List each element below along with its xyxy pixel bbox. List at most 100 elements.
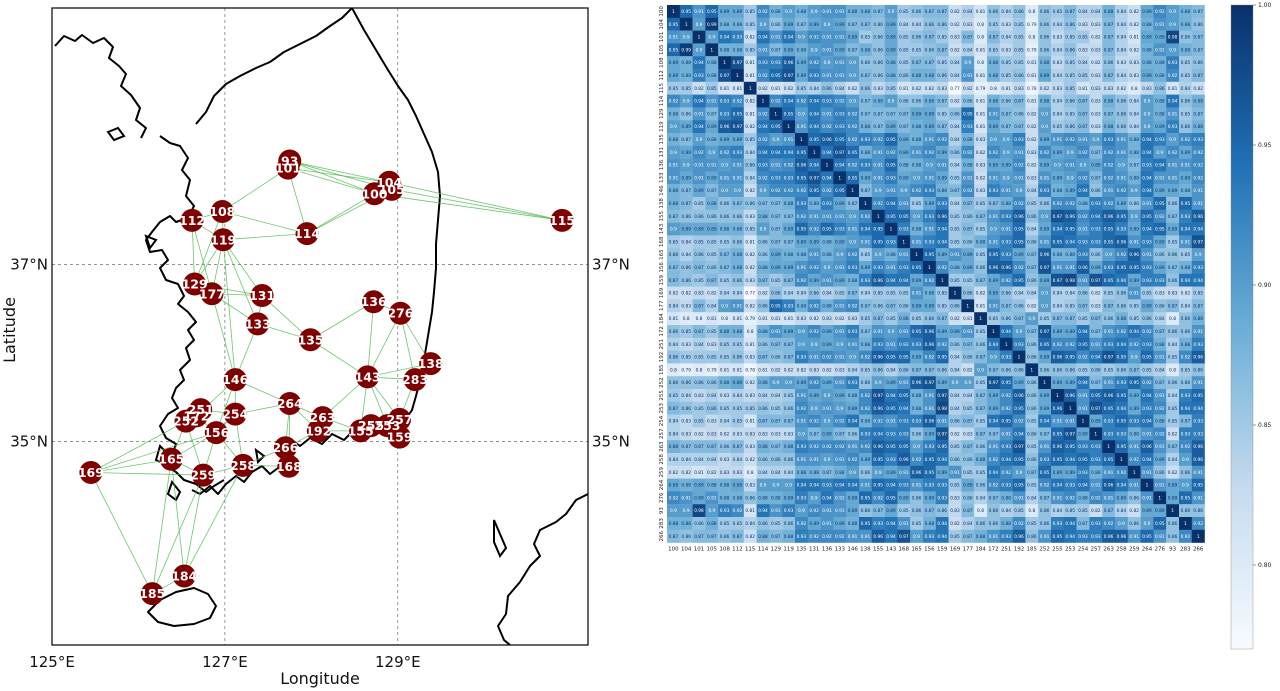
heatmap-cell-label: 0.95 [1117,265,1127,271]
heatmap-cell-label: 0.84 [963,521,973,527]
heatmap-cell-label: 0.98 [1168,35,1178,41]
heatmap-cell-label: 0.91 [1168,175,1178,181]
heatmap-cell-label: 0.86 [1065,47,1075,53]
heatmap-cell-label: 0.87 [809,431,819,437]
heatmap-row-label: 252 [659,377,665,388]
heatmap-cell-label: 0.95 [733,111,743,117]
heatmap-cell-label: 0.91 [1129,444,1139,450]
heatmap-cell-label: 0.93 [1104,431,1114,437]
heatmap-cell-label: 0.81 [707,316,717,322]
heatmap-cell-label: 0.96 [1040,252,1050,258]
heatmap-cell-label: 0.93 [886,457,896,463]
heatmap-cell-label: 0.84 [681,457,691,463]
heatmap-cell [743,43,757,57]
heatmap-cell-label: 0.84 [822,291,832,297]
heatmap-cell-label: 0.9 [721,303,728,309]
heatmap-cell-label: 0.87 [1001,124,1011,130]
heatmap-cell-label: 0.81 [720,367,730,373]
heatmap-cell-label: 0.86 [989,521,999,527]
heatmap-cell-label: 0.96 [1193,355,1203,361]
heatmap-cell-label: 0.87 [694,444,704,450]
heatmap-cell-label: 0.9 [683,99,690,105]
heatmap-row-label: 146 [659,185,665,196]
heatmap-cell-label: 0.95 [1142,214,1152,220]
heatmap-cell [782,120,796,134]
heatmap-cell-label: 0.87 [963,534,973,540]
heatmap-cell-label: 0.82 [745,265,755,271]
heatmap-cell-label: 0.92 [848,163,858,169]
heatmap-cell-label: 0.93 [912,342,922,348]
heatmap-cell-label: 0.86 [1040,35,1050,41]
heatmap-cell-label: 0.92 [809,35,819,41]
station-label: 138 [418,356,444,371]
heatmap-cell-label: 0.82 [745,99,755,105]
heatmap-cell-label: 0.94 [1193,278,1203,284]
heatmap-cell-label: 0.92 [1117,188,1127,194]
heatmap-cell-label: 0.84 [1065,291,1075,297]
heatmap-cell-label: 0.86 [1027,278,1037,284]
heatmap-cell [923,81,936,95]
heatmap-cell-label: 1 [1171,508,1174,514]
station-label: 169 [78,465,104,480]
heatmap-cell-label: 0.93 [1181,431,1191,437]
heatmap-cell [910,43,924,57]
heatmap-cell-label: 0.84 [848,367,858,373]
heatmap-cell-label: 0.91 [848,444,858,450]
heatmap-cell-label: 0.95 [1181,495,1191,501]
heatmap-cell-label: 0.85 [912,47,922,53]
heatmap-cell-label: 0.84 [707,303,717,309]
heatmap-cell-label: 0.94 [720,35,730,41]
heatmap-cell-label: 0.86 [720,201,730,207]
heatmap-cell-label: 0.92 [861,393,871,399]
heatmap-cell-label: 0.92 [1065,201,1075,207]
heatmap-cell-label: 0.93 [1091,239,1101,245]
heatmap-col-label: 257 [1091,547,1102,553]
heatmap-col-label: 101 [694,547,705,553]
heatmap-cell-label: 0.92 [771,99,781,105]
station-node [246,312,270,336]
heatmap-cell-label: 0.96 [1104,393,1114,399]
heatmap-cell-label: 0.93 [848,329,858,335]
heatmap-cell-label: 0.86 [873,22,883,28]
heatmap-cell-label: 0.95 [1014,406,1024,412]
heatmap-cell-label: 0.97 [1014,444,1024,450]
heatmap-cell-label: 0.81 [745,508,755,514]
heatmap-cell-label: 0.85 [1065,86,1075,92]
heatmap-cell [1025,94,1039,108]
heatmap-cell-label: 0.85 [707,355,717,361]
heatmap-cell [679,120,693,134]
heatmap-cell-label: 0.91 [1104,188,1114,194]
heatmap-cell [1051,5,1064,18]
heatmap-cell-label: 0.79 [1027,22,1037,28]
heatmap-cell [1140,94,1154,108]
heatmap-cell-label: 1 [1069,406,1072,412]
heatmap-cell-label: 0.85 [950,175,960,181]
heatmap-cell [679,17,693,31]
heatmap-cell-label: 0.83 [681,342,691,348]
heatmap-cell [923,69,936,82]
heatmap-cell [1153,43,1167,57]
heatmap-cell-label: 0.92 [758,111,768,117]
heatmap-cell-label: 0.87 [873,124,883,130]
heatmap-cell [1076,81,1090,95]
heatmap-cell-label: 0.92 [835,444,845,450]
heatmap-cell-label: 0.87 [1078,111,1088,117]
heatmap-cell-label: 0.9 [888,329,895,335]
heatmap-cell-label: 0.85 [1027,444,1037,450]
heatmap-cell-label: 0.91 [925,227,935,233]
heatmap-cell [923,43,936,57]
heatmap-cell-label: 0.91 [669,163,679,169]
heatmap-cell-label: 0.91 [1078,137,1088,143]
heatmap-cell-label: 0.86 [1040,9,1050,15]
heatmap-cell [923,30,936,44]
heatmap-cell-label: 0.92 [694,150,704,156]
heatmap-cell-label: 0.85 [681,355,691,361]
heatmap-cell-label: 0.87 [1027,252,1037,258]
heatmap-cell-label: 0.94 [771,150,781,156]
heatmap-cell [961,107,975,121]
heatmap-cell-label: 1 [698,35,701,41]
station-label: 251 [188,402,214,417]
heatmap-cell-label: 0.88 [1078,201,1088,207]
heatmap-cell-label: 0.86 [1181,99,1191,105]
heatmap-cell [1012,30,1026,44]
